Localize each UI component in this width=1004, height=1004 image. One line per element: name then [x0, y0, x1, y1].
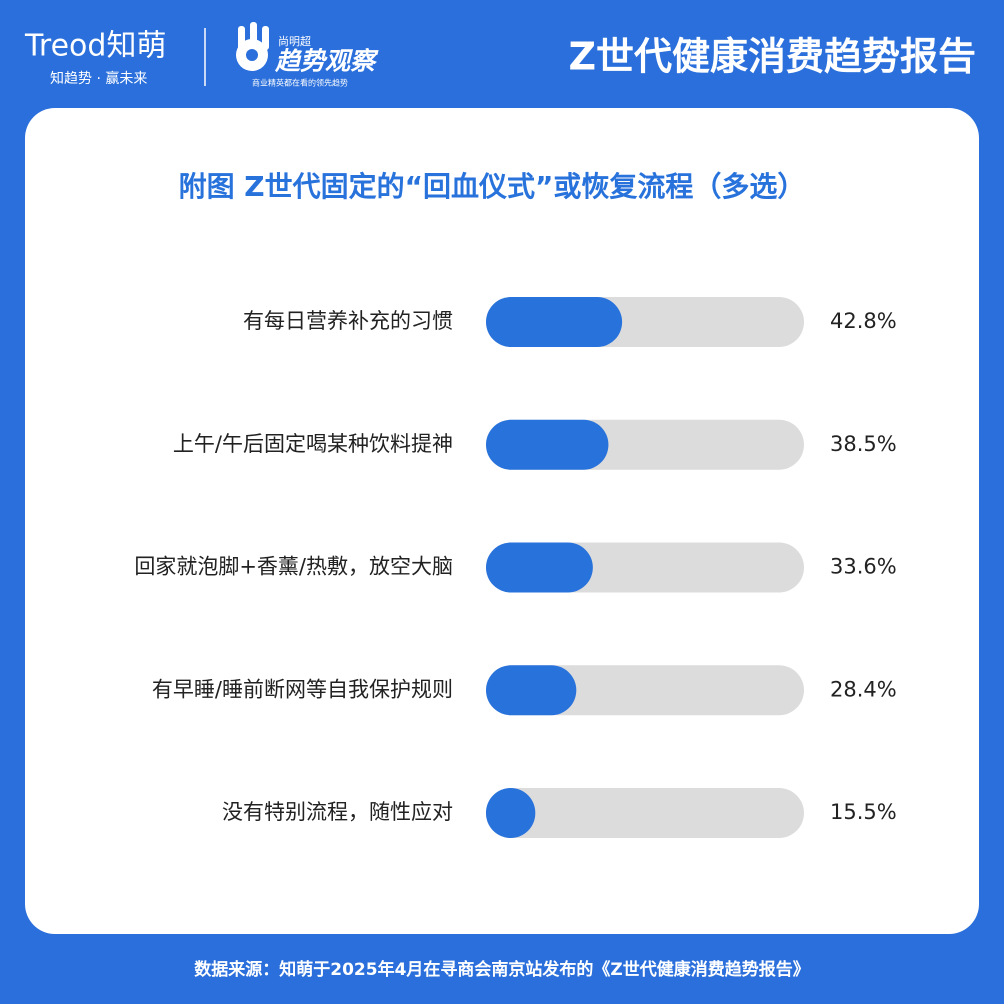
category-label: 回家就泡脚+香薰/热敷，放空大脑	[134, 555, 453, 579]
report-title: Z世代健康消费趋势报告	[568, 35, 976, 79]
bar	[486, 419, 609, 470]
brand-icon	[236, 22, 269, 71]
brand-tagline: 商业精英都在看的领先趋势	[252, 78, 348, 88]
value-label: 38.5%	[830, 432, 897, 456]
slogan: 知趋势 · 赢未来	[50, 70, 147, 87]
plot: 有每日营养补充的习惯 42.8% 上午/午后固定喝某种饮料提神 38.5% 回家就泡脚+…	[134, 297, 897, 838]
source: 数据来源：知萌于2025年4月在寻商会南京站发布的《Z世代健康消费趋势报告》	[194, 959, 809, 980]
bar	[486, 297, 623, 347]
category-label: 上午/午后固定喝某种饮料提神	[173, 432, 453, 456]
value-label: 28.4%	[830, 677, 897, 701]
category-label: 有早睡/睡前断网等自我保护规则	[152, 677, 453, 701]
brand-title: 趋势观察	[274, 47, 379, 76]
bar	[486, 788, 536, 838]
value-label: 15.5%	[830, 800, 897, 824]
bar	[486, 665, 577, 716]
brand-name: 尚明超	[278, 34, 311, 48]
logo: Treod知萌	[24, 29, 166, 64]
bar-track	[486, 788, 804, 838]
bar	[486, 542, 593, 593]
category-label: 没有特别流程，随性应对	[222, 800, 453, 824]
value-label: 42.8%	[830, 309, 897, 333]
category-label: 有每日营养补充的习惯	[243, 309, 453, 333]
value-label: 33.6%	[830, 555, 897, 579]
chart-title: 附图 Z世代固定的“回血仪式”或恢复流程（多选）	[179, 170, 806, 203]
